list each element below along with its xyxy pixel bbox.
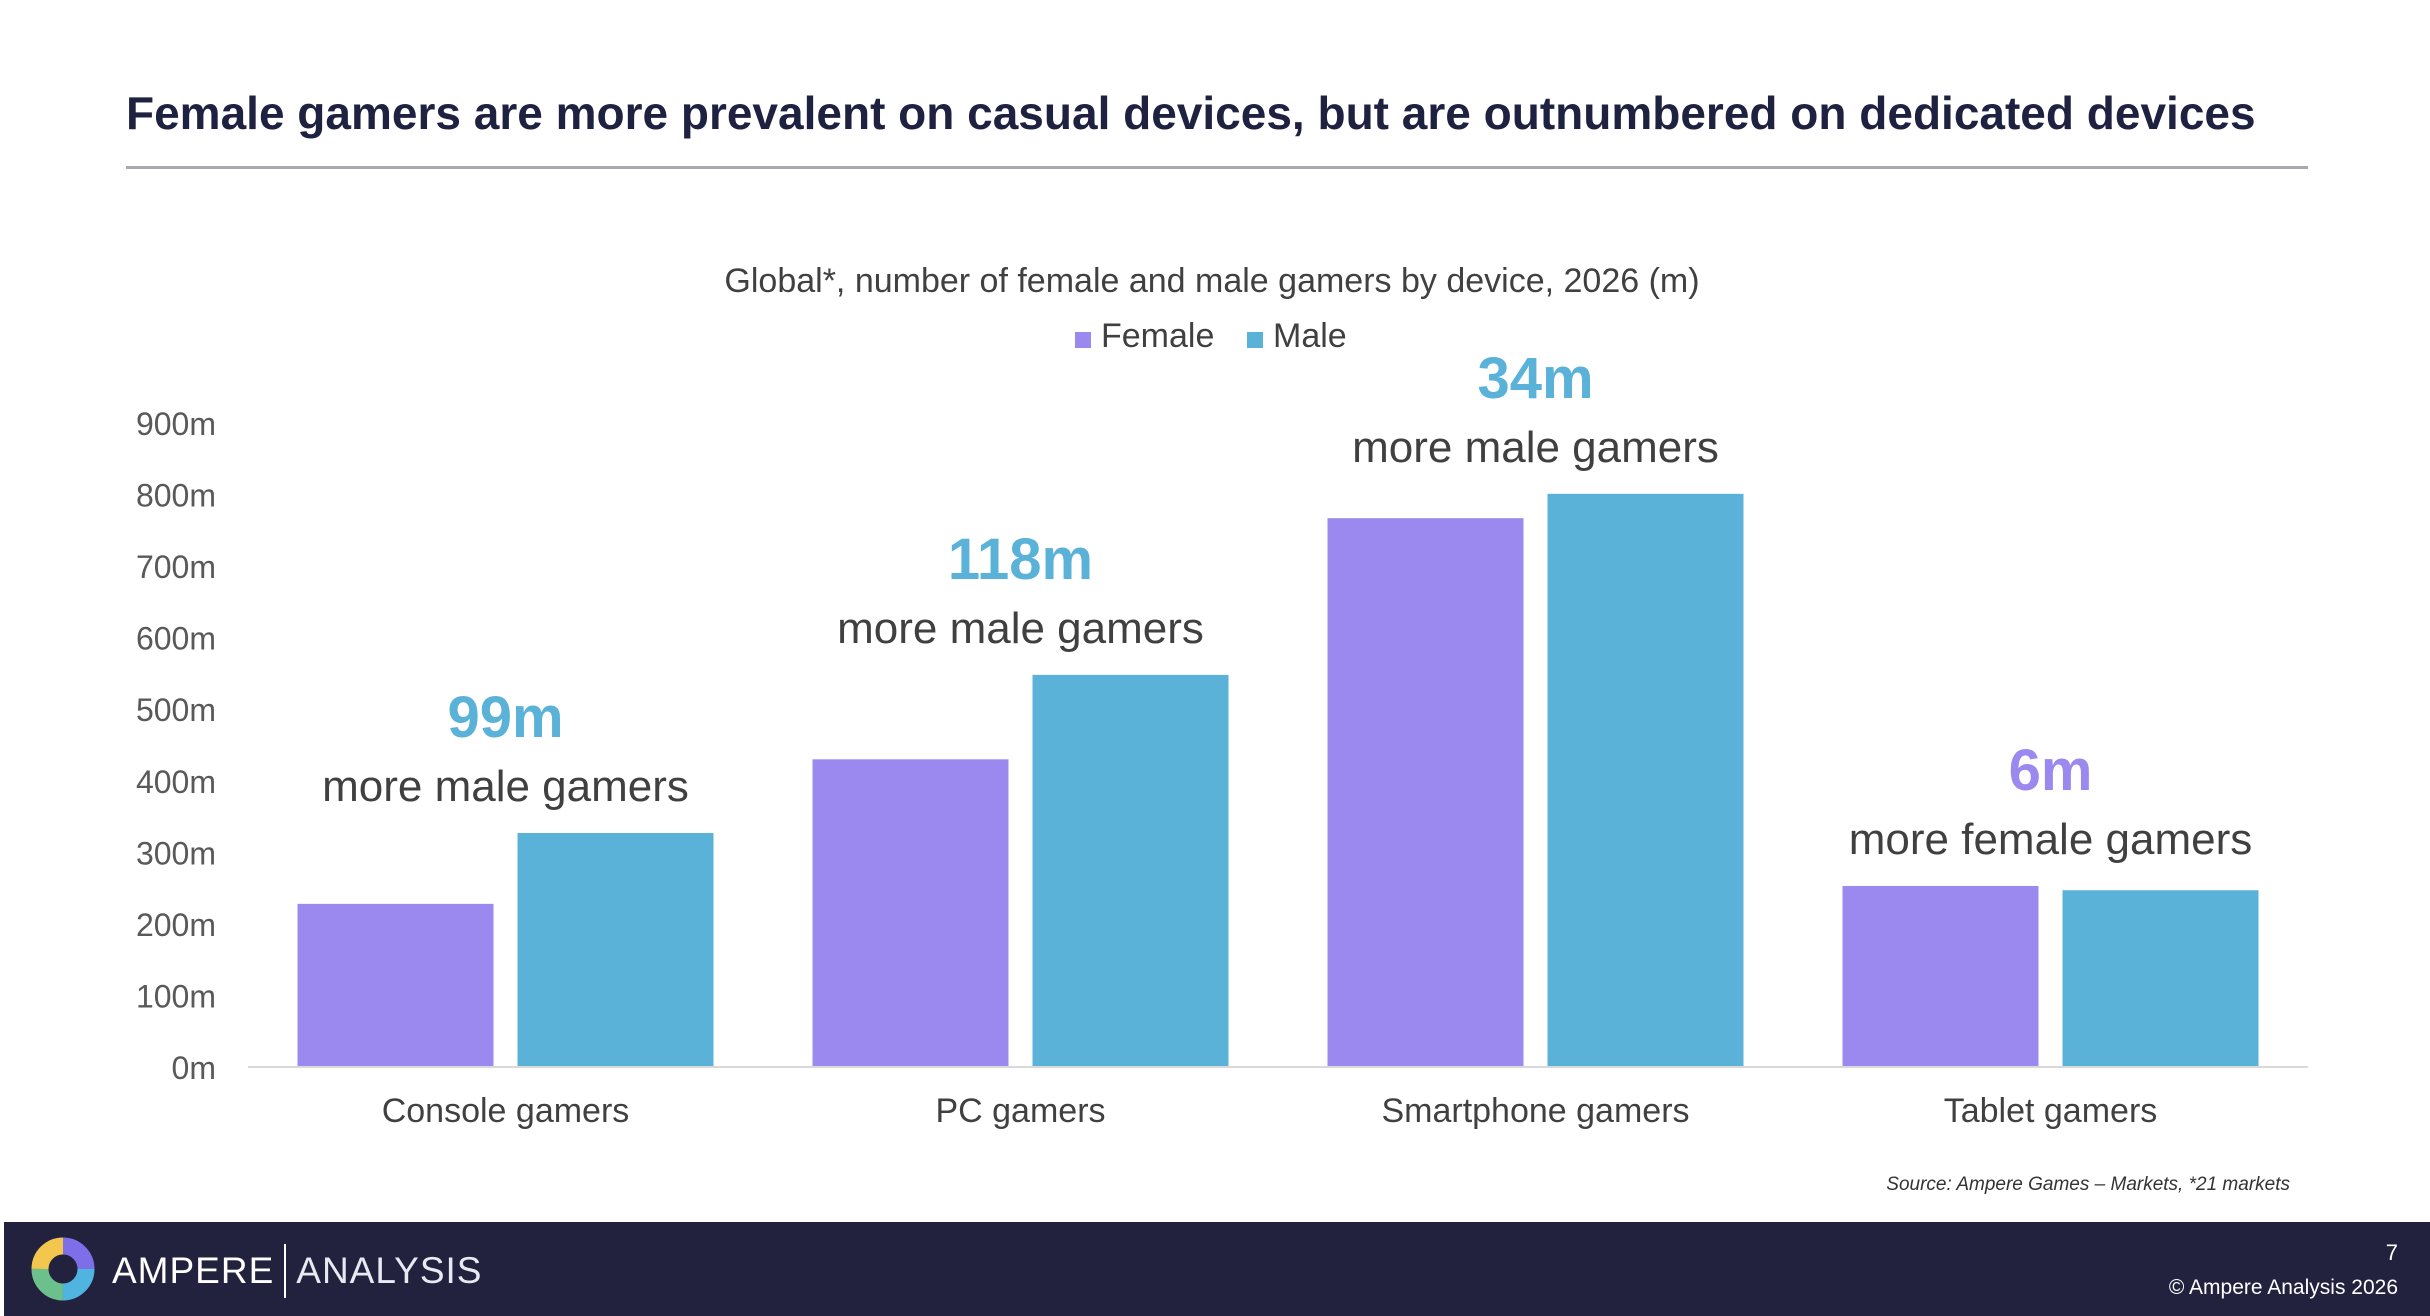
- bar-male-3: [2062, 890, 2259, 1067]
- slide-title: Female gamers are more prevalent on casu…: [126, 87, 2256, 139]
- title-divider: [126, 166, 2308, 169]
- y-tick-label: 200m: [136, 907, 216, 943]
- chart-title: Global*, number of female and male gamer…: [724, 262, 1699, 300]
- bar-female-2: [1327, 518, 1524, 1067]
- bar-male-1: [1032, 674, 1229, 1067]
- annotation-text: more male gamers: [1352, 423, 1719, 472]
- y-tick-label: 300m: [136, 835, 216, 871]
- y-tick-label: 600m: [136, 621, 216, 657]
- copyright: © Ampere Analysis 2026: [2168, 1276, 2398, 1299]
- y-tick-label: 400m: [136, 764, 216, 800]
- ampere-ring-logo-icon: [31, 1237, 95, 1301]
- bar-female-3: [1842, 885, 2039, 1067]
- y-tick-label: 700m: [136, 549, 216, 585]
- x-axis: Console gamers PC gamers Smartphone gamers…: [248, 1066, 2308, 1130]
- y-tick-label: 0m: [172, 1050, 216, 1086]
- brand-primary: AMPERE: [112, 1250, 275, 1291]
- annotation-text: more male gamers: [837, 604, 1204, 653]
- source-note: Source: Ampere Games – Markets, *21 mark…: [1886, 1174, 2290, 1195]
- legend-label-female: Female: [1101, 317, 1214, 355]
- legend-label-male: Male: [1273, 317, 1347, 355]
- annotation-text: more male gamers: [322, 762, 689, 811]
- y-tick-label: 100m: [136, 978, 216, 1014]
- page-number: 7: [2385, 1240, 2398, 1265]
- legend-swatch-male: [1247, 332, 1263, 348]
- y-tick-label: 500m: [136, 692, 216, 728]
- annotation-value: 99m: [447, 685, 563, 750]
- bar-chart: Global*, number of female and male gamer…: [136, 262, 2308, 1130]
- chart-annotations: 99m more male gamers 118m more male gamers 3…: [322, 346, 2252, 864]
- y-axis: 0m 100m 200m 300m 400m 500m 600m 700m 800m 900m: [136, 406, 216, 1086]
- legend-swatch-female: [1075, 332, 1091, 348]
- annotation-value: 118m: [948, 527, 1093, 592]
- annotation-value: 6m: [2009, 738, 2093, 803]
- y-tick-label: 800m: [136, 478, 216, 514]
- bar-male-0: [517, 833, 714, 1067]
- y-tick-label: 900m: [136, 406, 216, 442]
- x-tick-label: Smartphone gamers: [1381, 1092, 1689, 1130]
- footer-bar: AMPERE ANALYSIS 7 © Ampere Analysis 2026: [4, 1222, 2430, 1316]
- chart-legend: Female Male: [1075, 317, 1347, 355]
- annotation-text: more female gamers: [1849, 815, 2252, 864]
- bar-female-0: [297, 903, 494, 1067]
- brand-wordmark: AMPERE ANALYSIS: [112, 1244, 483, 1298]
- brand-secondary: ANALYSIS: [296, 1250, 483, 1291]
- bars: [297, 493, 2259, 1068]
- x-tick-label: Tablet gamers: [1944, 1092, 2158, 1130]
- brand-divider: [284, 1244, 287, 1298]
- annotation-value: 34m: [1477, 346, 1593, 411]
- bar-male-2: [1547, 493, 1744, 1068]
- bar-female-1: [812, 759, 1009, 1067]
- x-tick-label: PC gamers: [935, 1092, 1105, 1130]
- x-tick-label: Console gamers: [382, 1092, 630, 1130]
